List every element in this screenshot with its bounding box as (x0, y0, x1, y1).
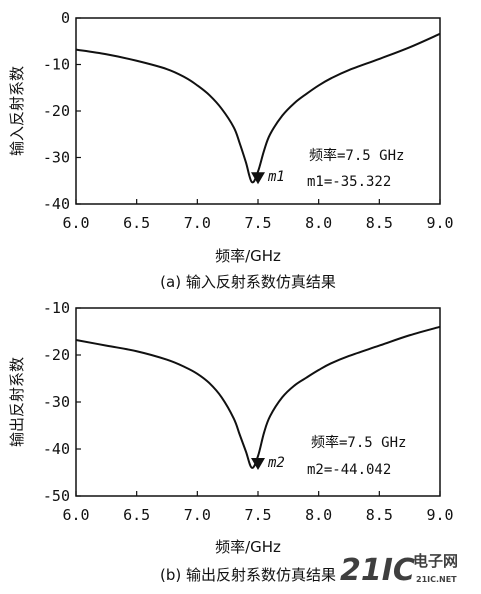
x-tick-label: 6.5 (123, 214, 150, 232)
watermark-text-right: 电子网 (413, 552, 458, 570)
chart-a: 0 -10 -20 -30 -40 6.0 6.5 7.0 7.5 8.0 8.5 9.0 m1 频… (8, 9, 454, 291)
y-tick-label: -30 (43, 149, 70, 167)
x-tick-label: 8.5 (366, 214, 393, 232)
chart-b-annotation-value: m2=-44.042 (307, 462, 391, 478)
chart-b: -10 -20 -30 -40 -50 6.0 6.5 7.0 7.5 8.0 8.5 9.0 m2… (8, 299, 454, 584)
chart-a-marker-m1 (251, 172, 265, 185)
y-tick-label: -20 (43, 346, 70, 364)
x-tick-label: 8.0 (305, 506, 332, 524)
y-tick-label: -40 (43, 195, 70, 213)
y-tick-label: -40 (43, 440, 70, 458)
chart-b-marker-label: m2 (267, 455, 285, 471)
x-tick-label: 7.5 (244, 506, 271, 524)
y-tick-label: -30 (43, 393, 70, 411)
x-tick-label: 8.0 (305, 214, 332, 232)
chart-b-annotation-freq: 频率=7.5 GHz (311, 434, 406, 451)
y-tick-label: 0 (61, 9, 70, 27)
x-tick-label: 7.0 (184, 214, 211, 232)
chart-a-series-line (75, 32, 441, 184)
chart-b-marker-m2 (251, 457, 265, 470)
x-tick-label: 6.0 (62, 214, 89, 232)
chart-a-xlabel: 频率/GHz (215, 247, 281, 265)
chart-a-marker-label: m1 (267, 169, 285, 185)
watermark-logo: 21IC 电子网 21IC.NET (340, 552, 458, 588)
chart-a-annotation-value: m1=-35.322 (307, 174, 391, 190)
chart-a-annotation-freq: 频率=7.5 GHz (309, 147, 404, 164)
x-tick-label: 7.5 (244, 214, 271, 232)
y-tick-label: -10 (43, 56, 70, 74)
watermark-text-left: 21IC (340, 553, 415, 588)
x-tick-label: 6.5 (123, 506, 150, 524)
x-tick-label: 9.0 (426, 506, 453, 524)
watermark-text-small: 21IC.NET (416, 575, 457, 584)
x-tick-label: 6.0 (62, 506, 89, 524)
x-tick-label: 7.0 (184, 506, 211, 524)
chart-b-ylabel: 输出反射系数 (8, 357, 26, 447)
chart-b-caption: (b) 输出反射系数仿真结果 (160, 566, 336, 584)
y-tick-label: -10 (43, 299, 70, 317)
x-tick-label: 8.5 (366, 506, 393, 524)
chart-a-caption: (a) 输入反射系数仿真结果 (160, 273, 336, 291)
x-tick-label: 9.0 (426, 214, 453, 232)
chart-b-xlabel: 频率/GHz (215, 538, 281, 556)
y-tick-label: -20 (43, 102, 70, 120)
chart-a-ylabel: 输入反射系数 (8, 66, 26, 156)
y-tick-label: -50 (43, 487, 70, 505)
